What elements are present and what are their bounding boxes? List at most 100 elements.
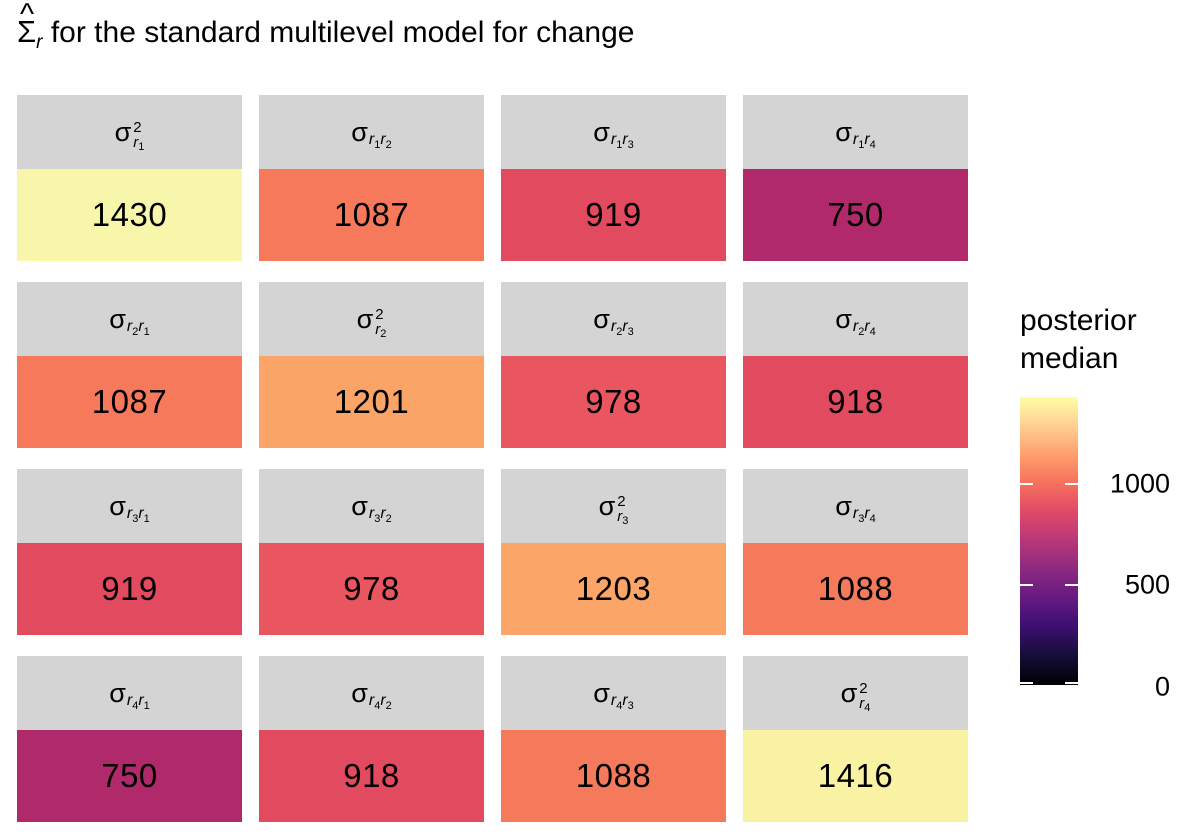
facet-strip-label: σ r2r1 [17, 282, 242, 356]
subscript-index: 2 [385, 139, 392, 151]
heatmap-cell: 978 [259, 543, 484, 635]
variance-sub-sup: 2 r3 [617, 493, 628, 527]
facet-strip-label: σ r4r3 [501, 656, 726, 730]
sigma-symbol: σ [356, 303, 374, 334]
covariance-subscript: r1r2 [368, 131, 392, 151]
facet: σ 2 r3 1203 [501, 469, 726, 635]
covariance-subscript: r3r1 [126, 505, 150, 525]
facet: σ r4r2 918 [259, 656, 484, 822]
exponent: 2 [375, 306, 384, 323]
colorbar-tick [1065, 583, 1078, 586]
heatmap-cell: 1087 [259, 169, 484, 261]
colorbar-tick-label: 0 [1154, 671, 1170, 702]
hat-accent: ^ [20, 0, 35, 31]
cell-value: 1203 [575, 570, 652, 607]
covariance-subscript: r2r1 [126, 318, 150, 338]
cell-value: 1416 [817, 757, 894, 794]
facet: σ r1r3 919 [501, 95, 726, 261]
heatmap-cell: 918 [743, 356, 968, 448]
sigma-symbol: σ [109, 677, 126, 708]
cell-value: 1201 [333, 383, 410, 420]
variance-sub-sup: 2 r1 [133, 119, 145, 153]
colorbar-tick [1020, 483, 1033, 486]
facet-strip-label: σ 2 r3 [501, 469, 726, 543]
exponent: 2 [133, 119, 142, 136]
subscript-index: 4 [869, 513, 876, 525]
facet: σ 2 r1 1430 [17, 95, 242, 261]
sigma-symbol: σ [351, 490, 368, 521]
subscript-r: r1 [133, 134, 145, 153]
variance-sub-sup: 2 r2 [375, 306, 387, 340]
subscript-r: r2 [375, 321, 387, 340]
subscript-index: 4 [869, 326, 876, 338]
sigma-symbol: σ [835, 303, 852, 334]
legend-title-line2: median [1020, 342, 1119, 376]
subscript-index: 1 [374, 139, 381, 151]
heatmap-cell: 918 [259, 730, 484, 822]
facet-strip-label: σ r1r3 [501, 95, 726, 169]
sigma-symbol: σ [351, 116, 368, 147]
colorbar-tick [1065, 681, 1078, 684]
subscript-index: 4 [864, 702, 871, 714]
facet: σ 2 r2 1201 [259, 282, 484, 448]
subscript-index: 3 [374, 513, 381, 525]
heatmap-cell: 919 [501, 169, 726, 261]
facet: σ r1r4 750 [743, 95, 968, 261]
subscript-index: 4 [616, 700, 623, 712]
exponent: 2 [617, 493, 626, 510]
facet: σ r2r1 1087 [17, 282, 242, 448]
facet-strip-label: σ r3r4 [743, 469, 968, 543]
facet: σ r3r1 919 [17, 469, 242, 635]
cell-value: 919 [585, 196, 642, 233]
facet-strip-label: σ r4r2 [259, 656, 484, 730]
cell-value: 1088 [817, 570, 894, 607]
subscript-index: 1 [143, 513, 150, 525]
heatmap-cell: 1088 [501, 730, 726, 822]
colorbar-tick-label: 500 [1124, 569, 1170, 600]
sigma-symbol: σ [109, 303, 126, 334]
subscript-index: 1 [858, 139, 865, 151]
cell-value: 750 [827, 196, 884, 233]
sigma-symbol: σ [593, 677, 610, 708]
covariance-subscript: r2r3 [610, 318, 634, 338]
subscript-index: 4 [132, 700, 139, 712]
facet-strip-label: σ 2 r2 [259, 282, 484, 356]
subscript-index: 2 [385, 513, 392, 525]
cell-value: 1087 [333, 196, 410, 233]
sigma-symbol: σ [114, 116, 132, 147]
subscript-index: 4 [869, 139, 876, 151]
facet-grid: σ 2 r1 1430 σ r1r2 1087 σ r1r3 919 σ r1r4 750… [17, 95, 968, 822]
heatmap-cell: 919 [17, 543, 242, 635]
sigma-symbol: σ [840, 677, 858, 708]
covariance-subscript: r4r1 [126, 692, 150, 712]
covariance-subscript: r4r3 [610, 692, 634, 712]
facet-strip-label: σ r1r2 [259, 95, 484, 169]
covariance-subscript: r3r2 [368, 505, 392, 525]
subscript-index: 3 [627, 326, 634, 338]
heatmap-cell: 978 [501, 356, 726, 448]
subscript-index: 1 [138, 141, 145, 153]
variance-sub-sup: 2 r4 [859, 681, 871, 714]
cell-value: 918 [343, 757, 400, 794]
subscript-index: 3 [627, 700, 634, 712]
subscript-index: 1 [143, 326, 150, 338]
facet: σ r2r4 918 [743, 282, 968, 448]
cell-value: 978 [343, 570, 400, 607]
cell-value: 918 [827, 383, 884, 420]
legend-title-line1: posterior [1020, 304, 1137, 337]
subscript-index: 2 [380, 328, 387, 340]
cell-value: 1088 [575, 757, 652, 794]
heatmap-cell: 1088 [743, 543, 968, 635]
sigma-symbol: σ [109, 490, 126, 521]
facet: σ r3r4 1088 [743, 469, 968, 635]
covariance-subscript: r3r4 [852, 505, 876, 525]
heatmap-cell: 1416 [743, 730, 968, 822]
subscript-index: 3 [627, 139, 634, 151]
heatmap-cell: 1430 [17, 169, 242, 261]
cell-value: 919 [101, 570, 158, 607]
title-subscript: r [36, 32, 43, 53]
cell-value: 750 [101, 757, 158, 794]
plot-title: ^ Σr for the standard multilevel model fo… [17, 0, 635, 54]
subscript-index: 2 [858, 326, 865, 338]
sigma-symbol: σ [598, 490, 616, 521]
